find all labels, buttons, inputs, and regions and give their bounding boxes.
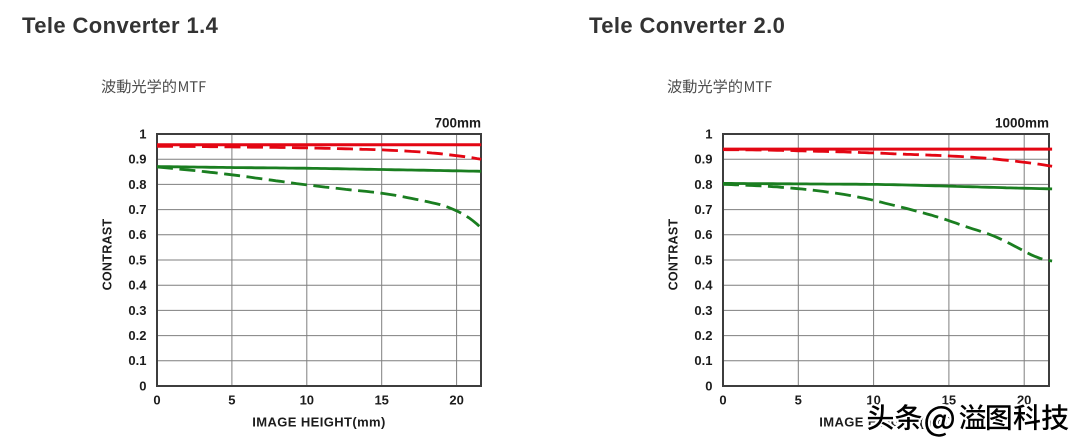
svg-text:0.4: 0.4 <box>128 278 147 293</box>
svg-text:1: 1 <box>705 126 712 141</box>
svg-text:15: 15 <box>374 393 388 408</box>
svg-text:CONTRAST: CONTRAST <box>667 219 681 291</box>
svg-text:0.4: 0.4 <box>694 278 713 293</box>
svg-text:0: 0 <box>719 393 726 408</box>
svg-text:10: 10 <box>300 393 314 408</box>
svg-text:0: 0 <box>139 378 146 393</box>
svg-text:1: 1 <box>139 126 146 141</box>
svg-text:0.2: 0.2 <box>694 328 712 343</box>
svg-text:0.1: 0.1 <box>694 353 712 368</box>
svg-text:0.9: 0.9 <box>694 152 712 167</box>
svg-text:0.7: 0.7 <box>694 202 712 217</box>
svg-text:0.6: 0.6 <box>128 227 146 242</box>
svg-text:20: 20 <box>449 393 463 408</box>
svg-text:0.5: 0.5 <box>694 252 712 267</box>
svg-text:700mm: 700mm <box>434 116 481 131</box>
svg-text:0.3: 0.3 <box>694 303 712 318</box>
svg-text:IMAGE HEIGHT(mm): IMAGE HEIGHT(mm) <box>252 415 386 430</box>
svg-text:0.7: 0.7 <box>128 202 146 217</box>
svg-text:10: 10 <box>866 393 880 408</box>
svg-text:0.2: 0.2 <box>128 328 146 343</box>
svg-text:15: 15 <box>942 393 956 408</box>
svg-text:0.8: 0.8 <box>128 177 146 192</box>
svg-text:5: 5 <box>228 393 235 408</box>
svg-text:CONTRAST: CONTRAST <box>101 219 115 291</box>
svg-text:0: 0 <box>705 378 712 393</box>
svg-text:0.9: 0.9 <box>128 152 146 167</box>
svg-text:0.3: 0.3 <box>128 303 146 318</box>
svg-text:0.1: 0.1 <box>128 353 146 368</box>
svg-text:5: 5 <box>795 393 802 408</box>
svg-text:0: 0 <box>153 393 160 408</box>
svg-text:1000mm: 1000mm <box>995 116 1049 131</box>
svg-text:0.5: 0.5 <box>128 252 146 267</box>
svg-text:0.6: 0.6 <box>694 227 712 242</box>
svg-text:0.8: 0.8 <box>694 177 712 192</box>
